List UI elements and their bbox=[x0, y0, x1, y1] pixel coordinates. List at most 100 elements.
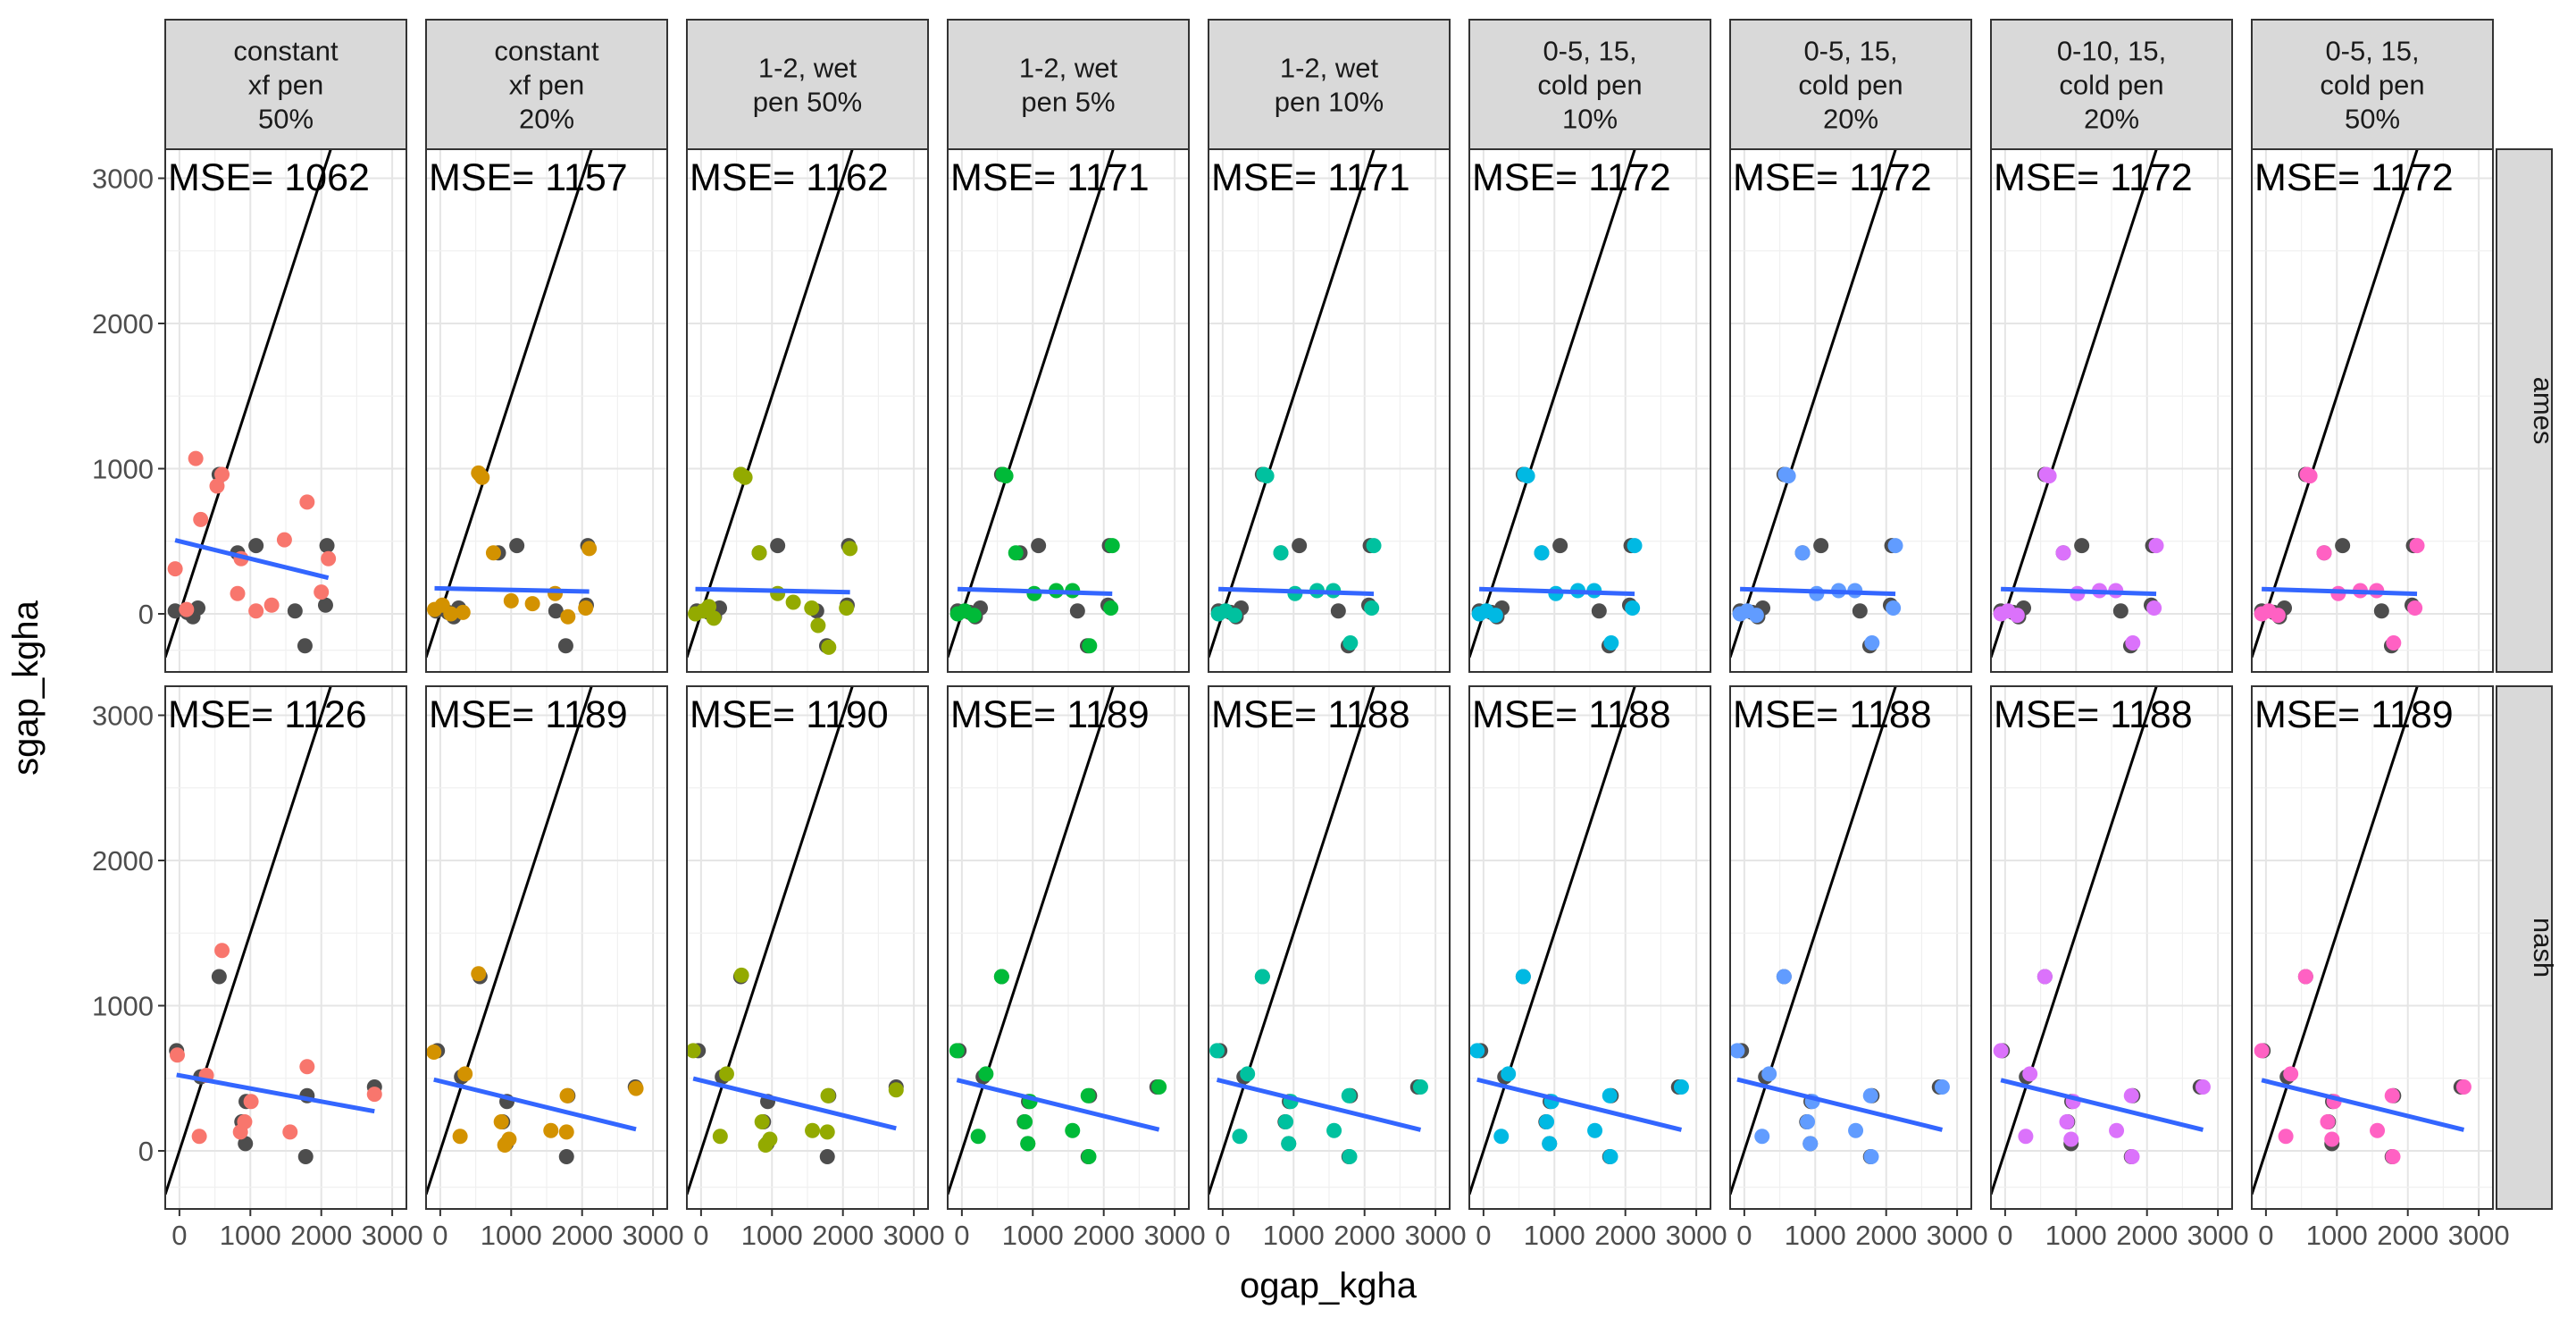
simulated-point bbox=[701, 599, 717, 615]
x-tick-label: 1000 bbox=[1002, 1220, 1064, 1251]
facet-strip-label: cold pen bbox=[2059, 70, 2163, 101]
panel-gridlines bbox=[426, 686, 667, 1209]
panel-border bbox=[1208, 148, 1451, 673]
simulated-point bbox=[949, 1043, 965, 1059]
simulated-point bbox=[2385, 1149, 2401, 1164]
facet-strip-box bbox=[1468, 19, 1711, 150]
panel-ames-7: MSE= 1172 bbox=[1729, 148, 1972, 673]
observed-point bbox=[1852, 603, 1868, 619]
simulated-point bbox=[1542, 1136, 1558, 1152]
panel-ames-3: MSE= 1162 bbox=[686, 148, 929, 673]
simulated-point bbox=[581, 541, 598, 557]
panel-nash-5: MSE= 1188 0 1000 2000 3000 bbox=[1208, 685, 1467, 1251]
panel-points bbox=[687, 967, 904, 1164]
row-strip-box bbox=[2496, 685, 2553, 1210]
panel-gridlines bbox=[1209, 149, 1450, 672]
simulated-point bbox=[558, 1124, 574, 1140]
simulated-point bbox=[2254, 1043, 2270, 1059]
panel-ames-4: MSE= 1171 bbox=[947, 148, 1190, 673]
simulated-point bbox=[733, 967, 749, 983]
panel-nash-2: MSE= 1189 0 1000 2000 3000 bbox=[425, 685, 684, 1251]
facet-strip-label: 1-2, wet bbox=[1019, 53, 1118, 84]
panel-ames-2: MSE= 1157 bbox=[425, 148, 668, 673]
simulated-point bbox=[2063, 1131, 2079, 1147]
facet-strip-label: xf pen bbox=[509, 70, 584, 101]
x-tick-label: 3000 bbox=[2187, 1220, 2249, 1251]
simulated-point bbox=[2109, 1122, 2125, 1138]
facet-strip-box bbox=[425, 19, 668, 150]
simulated-point bbox=[1342, 1149, 1358, 1164]
observed-point bbox=[509, 538, 525, 554]
mse-label: MSE= 1162 bbox=[690, 156, 889, 199]
panel-points bbox=[1732, 466, 1903, 654]
panel-gridlines bbox=[2252, 686, 2493, 1209]
facet-strip-label: 20% bbox=[2084, 104, 2139, 135]
simulated-point bbox=[276, 532, 292, 548]
simulated-point bbox=[1519, 468, 1535, 484]
panel-border bbox=[1990, 685, 2233, 1210]
simulated-point bbox=[785, 594, 801, 610]
y-tick-label: 3000 bbox=[92, 701, 154, 732]
mse-label: MSE= 1172 bbox=[1472, 156, 1671, 199]
simulated-point bbox=[2125, 635, 2141, 650]
observed-point bbox=[2112, 603, 2129, 619]
mse-label: MSE= 1189 bbox=[950, 693, 1150, 736]
panel-border bbox=[164, 148, 407, 673]
simulated-point bbox=[820, 1087, 836, 1104]
x-tick-label: 2000 bbox=[290, 1220, 352, 1251]
simulated-point bbox=[2055, 545, 2071, 561]
simulated-point bbox=[1539, 1114, 1555, 1129]
facet-strip-label: cold pen bbox=[2320, 70, 2424, 101]
simulated-point bbox=[1082, 638, 1098, 654]
panel-ames-8: MSE= 1172 bbox=[1990, 148, 2233, 673]
simulated-point bbox=[1254, 969, 1270, 985]
x-tick-label: 0 bbox=[954, 1220, 969, 1251]
simulated-point bbox=[839, 600, 855, 616]
panel-gridlines bbox=[1991, 149, 2232, 672]
facet-strip-label: 0-5, 15, bbox=[1543, 36, 1636, 67]
panel-points bbox=[1993, 969, 2211, 1164]
mse-label: MSE= 1188 bbox=[1211, 693, 1410, 736]
simulated-point bbox=[1864, 635, 1880, 650]
simulated-point bbox=[1534, 545, 1550, 561]
fit-line bbox=[1736, 1077, 1944, 1132]
x-tick-label: 1000 bbox=[1785, 1220, 1846, 1251]
panel-points bbox=[1730, 969, 1950, 1164]
simulated-point bbox=[2455, 1079, 2471, 1095]
simulated-point bbox=[1065, 1122, 1081, 1138]
simulated-point bbox=[493, 1114, 509, 1129]
x-tick-label: 1000 bbox=[220, 1220, 281, 1251]
reference-line bbox=[687, 149, 854, 659]
fit-line bbox=[2001, 586, 2157, 597]
mse-label: MSE= 1126 bbox=[168, 693, 367, 736]
simulated-point bbox=[1493, 1129, 1510, 1145]
panel-gridlines bbox=[426, 149, 667, 672]
fit-line bbox=[176, 1072, 375, 1114]
simulated-point bbox=[888, 1082, 904, 1098]
facet-strip-label: constant bbox=[233, 36, 339, 67]
fit-line bbox=[1216, 1078, 1422, 1132]
simulated-point bbox=[628, 1080, 644, 1096]
panel-border bbox=[2251, 148, 2494, 673]
reference-line bbox=[1469, 149, 1636, 659]
panel-nash-3: MSE= 1190 0 1000 2000 3000 bbox=[686, 685, 945, 1251]
simulated-point bbox=[167, 561, 183, 577]
simulated-point bbox=[2407, 600, 2423, 616]
y-tick-label: 2000 bbox=[92, 308, 154, 340]
x-tick-label: 1000 bbox=[481, 1220, 542, 1251]
panel-border bbox=[686, 148, 929, 673]
facet-strip-label: 1-2, wet bbox=[1280, 53, 1379, 84]
panel-points bbox=[1469, 969, 1689, 1164]
x-tick-label: 0 bbox=[693, 1220, 708, 1251]
simulated-point bbox=[578, 600, 594, 616]
facet-strip-label: xf pen bbox=[248, 70, 323, 101]
simulated-point bbox=[737, 469, 753, 485]
panel-gridlines bbox=[948, 149, 1189, 672]
facet-strip-label: constant bbox=[494, 36, 599, 67]
x-tick-label: 1000 bbox=[741, 1220, 803, 1251]
simulated-point bbox=[1602, 1149, 1618, 1164]
fit-line bbox=[695, 586, 850, 595]
